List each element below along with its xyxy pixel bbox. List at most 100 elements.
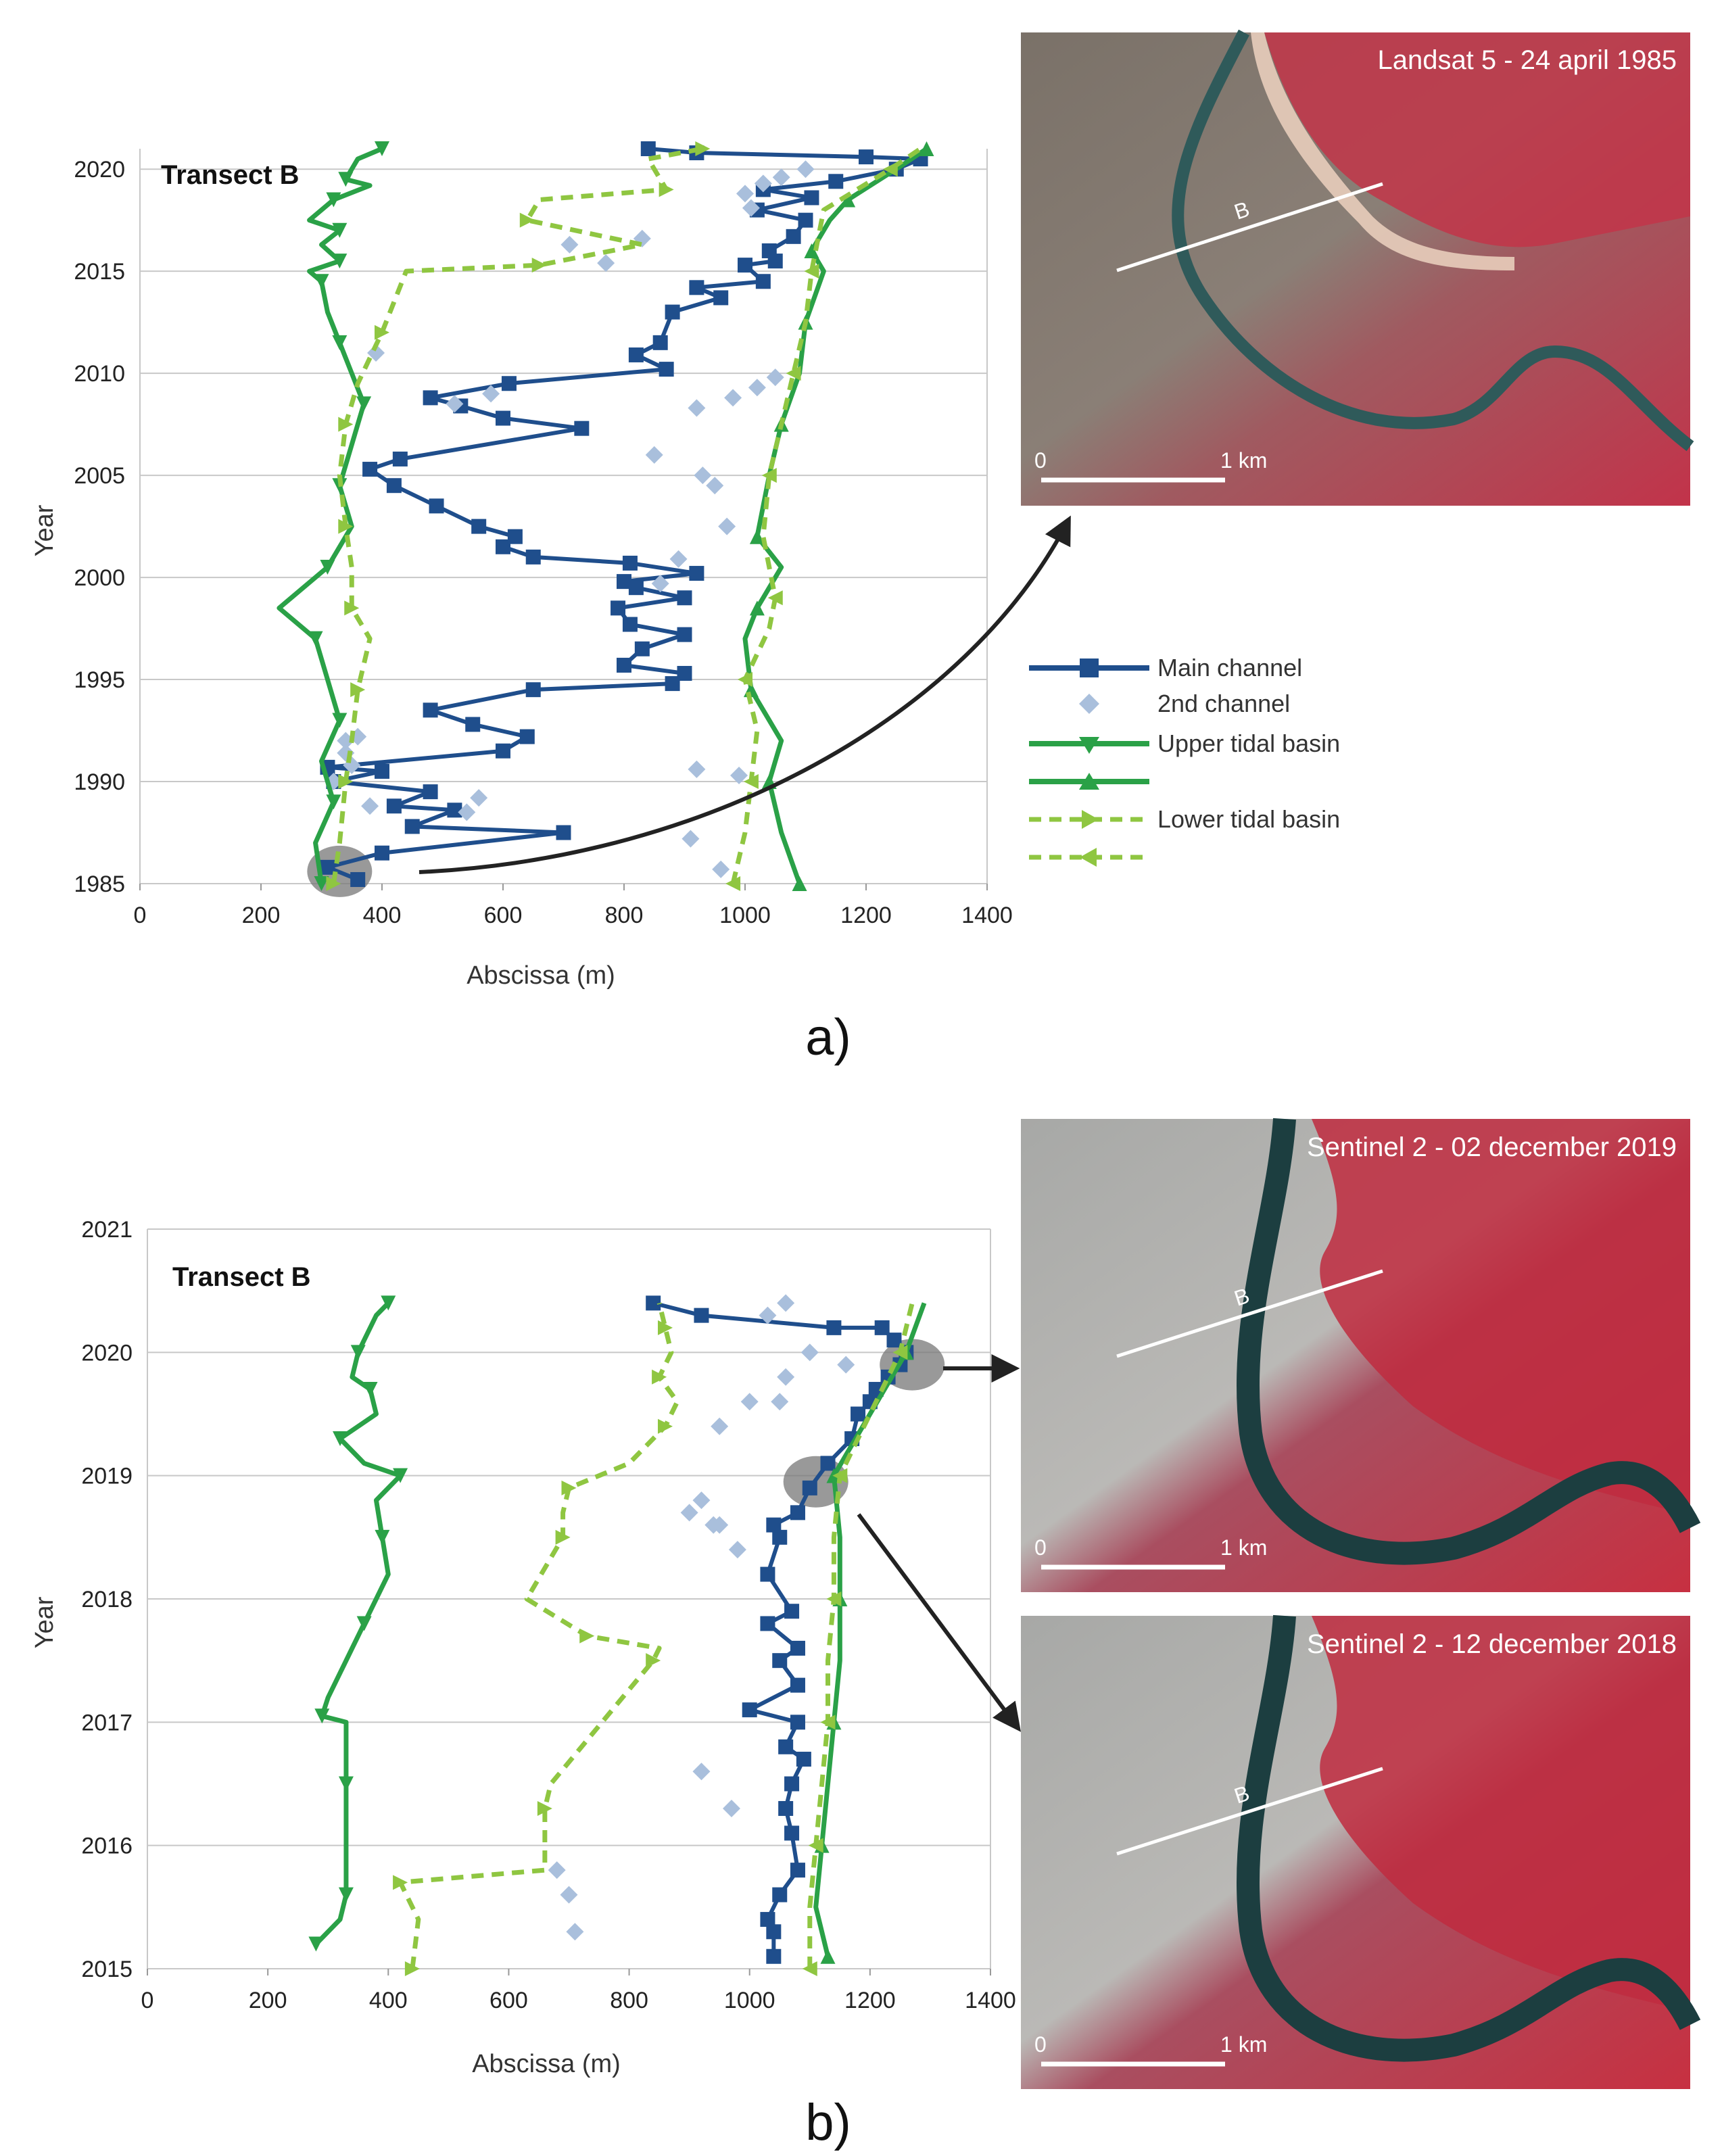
- landsat-scale-end: 1 km: [1220, 448, 1267, 473]
- chart-b-ylabel: Year: [30, 1596, 59, 1648]
- point-main: [760, 1616, 775, 1631]
- x-tick-label: 200: [249, 1988, 287, 2013]
- point-main: [798, 212, 813, 228]
- point-main: [423, 784, 438, 800]
- point-main: [471, 519, 487, 534]
- point-upper_left: [338, 1887, 354, 1902]
- legend: Main channel 2nd channel Upper tidal bas…: [1029, 654, 1340, 867]
- point-second: [766, 368, 784, 387]
- point-main: [778, 1739, 794, 1754]
- x-tick-label: 1000: [719, 903, 771, 928]
- point-upper_left: [356, 396, 372, 412]
- point-lower_right: [738, 672, 752, 688]
- point-main: [501, 376, 517, 391]
- point-lower_right: [802, 1961, 817, 1976]
- point-second: [748, 379, 766, 397]
- point-main: [713, 290, 729, 306]
- point-upper_left: [362, 1382, 378, 1397]
- point-lower_left: [531, 258, 547, 273]
- x-tick-label: 0: [141, 1988, 154, 2013]
- point-lower_right: [743, 774, 759, 790]
- point-main: [760, 1566, 775, 1582]
- series-lower_right: [725, 147, 922, 891]
- point-upper_right: [792, 876, 807, 891]
- point-main: [665, 676, 680, 692]
- point-main: [634, 641, 650, 656]
- point-main: [320, 859, 335, 875]
- point-lower_right: [786, 366, 801, 381]
- x-tick-label: 1400: [965, 1988, 1016, 2013]
- x-tick-label: 800: [610, 1988, 648, 2013]
- point-main: [496, 743, 510, 759]
- point-main: [755, 274, 771, 289]
- point-main: [694, 1308, 709, 1323]
- y-tick-label: 2020: [74, 157, 125, 183]
- x-tick-label: 600: [484, 903, 523, 928]
- point-second: [772, 168, 790, 187]
- point-lower_right: [761, 468, 777, 483]
- point-main: [375, 845, 389, 861]
- point-upper_left: [332, 222, 348, 238]
- series-line-lower_right: [807, 1302, 915, 1969]
- point-second: [754, 174, 772, 193]
- point-second: [800, 1343, 819, 1362]
- point-upper_left: [314, 274, 329, 289]
- point-lower_left: [350, 682, 366, 698]
- arrow-a-to-landsat: [418, 515, 1071, 874]
- point-main: [375, 763, 389, 779]
- point-main: [617, 574, 631, 590]
- x-tick-label: 1200: [840, 903, 892, 928]
- point-second: [681, 830, 700, 848]
- y-tick-label: 1995: [74, 667, 125, 693]
- legend-upper-marker-down: [1079, 737, 1099, 754]
- point-main: [611, 600, 626, 616]
- point-lower_left: [695, 141, 711, 156]
- y-tick-label: 2015: [74, 259, 125, 285]
- point-upper_left: [381, 1295, 396, 1311]
- point-second: [724, 389, 742, 407]
- point-upper_left: [375, 141, 389, 156]
- sentinel-2018-scale-end: 1 km: [1220, 2032, 1267, 2057]
- point-main: [496, 410, 510, 426]
- point-lower_right: [882, 162, 898, 177]
- point-second: [796, 160, 815, 178]
- point-second: [712, 860, 730, 878]
- y-tick-label: 2020: [81, 1340, 133, 1366]
- point-main: [386, 478, 402, 494]
- landsat-channel: [1172, 29, 1694, 452]
- point-lower_left: [519, 212, 535, 228]
- point-second: [688, 399, 706, 417]
- chart-a-gridlines: [139, 149, 988, 884]
- y-tick-label: 2015: [81, 1957, 133, 1982]
- point-main: [790, 1505, 805, 1520]
- point-second: [837, 1356, 855, 1374]
- point-lower_left: [555, 1529, 571, 1545]
- point-second: [728, 1541, 746, 1559]
- point-second: [669, 550, 688, 568]
- chart-a-xlabel: Abscissa (m): [467, 961, 615, 990]
- point-main: [465, 717, 481, 732]
- point-second: [688, 760, 706, 778]
- landsat-mudflat-edge: [1251, 32, 1514, 270]
- point-second: [566, 1923, 584, 1941]
- point-lower_right: [808, 1838, 823, 1853]
- point-main: [628, 580, 644, 596]
- point-main: [429, 498, 444, 514]
- point-main: [828, 174, 844, 189]
- point-second: [680, 1504, 698, 1522]
- chart-a-title: Transect B: [161, 160, 300, 190]
- point-main: [659, 362, 674, 377]
- legend-upper-label: Upper tidal basin: [1157, 729, 1340, 757]
- x-tick-label: 800: [605, 903, 644, 928]
- point-main: [496, 539, 510, 554]
- landsat-transect-line: [1116, 182, 1383, 272]
- series-main: [646, 1295, 914, 1964]
- point-lower_left: [537, 1800, 552, 1816]
- point-main: [677, 665, 692, 681]
- y-tick-label: 1990: [74, 769, 125, 795]
- point-main: [665, 304, 680, 320]
- point-upper_left: [308, 631, 323, 646]
- sentinel-2018-caption: Sentinel 2 - 12 december 2018: [1307, 1629, 1677, 1659]
- panel-label-a: a): [805, 1009, 851, 1066]
- point-main: [622, 617, 638, 632]
